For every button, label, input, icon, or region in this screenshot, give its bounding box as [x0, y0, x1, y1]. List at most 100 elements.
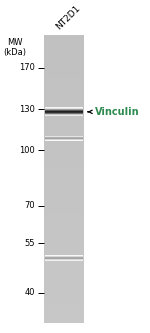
Bar — [45, 112, 83, 113]
Bar — [44, 256, 84, 259]
Bar — [44, 236, 84, 239]
Bar — [45, 138, 83, 139]
Bar — [45, 107, 83, 108]
Bar — [44, 242, 84, 245]
Bar — [44, 299, 84, 302]
Bar — [45, 113, 83, 114]
Bar — [44, 150, 84, 153]
Bar — [44, 60, 84, 64]
Bar — [44, 216, 84, 219]
Bar — [45, 136, 83, 137]
Bar — [44, 156, 84, 159]
Bar — [44, 92, 84, 95]
Bar — [44, 52, 84, 55]
Bar — [44, 273, 84, 277]
Bar — [45, 255, 83, 256]
Bar — [44, 170, 84, 173]
Bar — [44, 201, 84, 205]
Bar — [44, 135, 84, 139]
Bar — [45, 258, 83, 259]
Text: Vinculin: Vinculin — [95, 107, 140, 117]
Bar — [44, 219, 84, 222]
Bar — [44, 196, 84, 199]
Text: 170: 170 — [19, 63, 35, 72]
Bar — [44, 279, 84, 282]
Bar — [45, 109, 83, 110]
Bar — [44, 181, 84, 184]
Bar — [45, 111, 83, 112]
Bar — [44, 141, 84, 144]
Bar — [45, 259, 83, 260]
Bar — [44, 282, 84, 285]
Bar — [44, 314, 84, 317]
Bar — [44, 98, 84, 101]
Bar — [44, 230, 84, 233]
Bar — [44, 296, 84, 300]
Bar — [44, 270, 84, 274]
Bar — [44, 190, 84, 193]
Text: 40: 40 — [25, 288, 35, 297]
Bar — [44, 35, 84, 38]
Bar — [44, 302, 84, 305]
Bar — [45, 109, 83, 110]
Bar — [44, 115, 84, 118]
Bar — [44, 222, 84, 225]
Bar — [44, 112, 84, 116]
Bar — [45, 138, 83, 139]
Bar — [44, 193, 84, 196]
Bar — [44, 250, 84, 254]
Bar — [44, 81, 84, 84]
Bar — [44, 104, 84, 107]
Text: 130: 130 — [19, 105, 35, 114]
Bar — [44, 86, 84, 90]
Bar — [45, 256, 83, 257]
Text: NT2D1: NT2D1 — [55, 4, 83, 32]
Bar — [45, 140, 83, 141]
Bar — [44, 130, 84, 133]
Bar — [44, 319, 84, 323]
Bar — [44, 58, 84, 61]
Bar — [45, 112, 83, 113]
Bar — [45, 140, 83, 141]
Bar — [44, 55, 84, 58]
Bar — [44, 233, 84, 236]
Bar — [44, 121, 84, 124]
Text: 55: 55 — [25, 239, 35, 248]
Bar — [44, 247, 84, 251]
Bar — [44, 173, 84, 176]
Bar — [44, 161, 84, 165]
Bar — [44, 288, 84, 291]
Bar — [44, 187, 84, 190]
Bar — [44, 262, 84, 265]
Bar — [44, 69, 84, 72]
Bar — [44, 184, 84, 187]
Bar — [44, 268, 84, 271]
Bar — [44, 207, 84, 210]
Bar — [44, 285, 84, 288]
Bar — [44, 308, 84, 311]
Bar — [44, 133, 84, 136]
Bar — [44, 317, 84, 320]
Bar — [44, 239, 84, 242]
Bar — [44, 101, 84, 104]
Bar — [45, 137, 83, 138]
Text: 70: 70 — [25, 201, 35, 210]
Bar — [44, 265, 84, 268]
Bar — [44, 40, 84, 44]
Bar — [45, 139, 83, 140]
Bar — [44, 118, 84, 121]
Bar — [44, 89, 84, 92]
Bar — [44, 305, 84, 308]
Bar — [45, 257, 83, 258]
Bar — [44, 253, 84, 256]
Bar — [44, 204, 84, 207]
Text: MW
(kDa): MW (kDa) — [4, 38, 27, 57]
Bar — [44, 66, 84, 69]
Bar — [44, 158, 84, 162]
Bar — [44, 291, 84, 294]
Bar — [45, 114, 83, 115]
Text: 100: 100 — [20, 146, 35, 155]
Bar — [45, 137, 83, 138]
Bar — [44, 75, 84, 78]
Bar — [45, 108, 83, 109]
